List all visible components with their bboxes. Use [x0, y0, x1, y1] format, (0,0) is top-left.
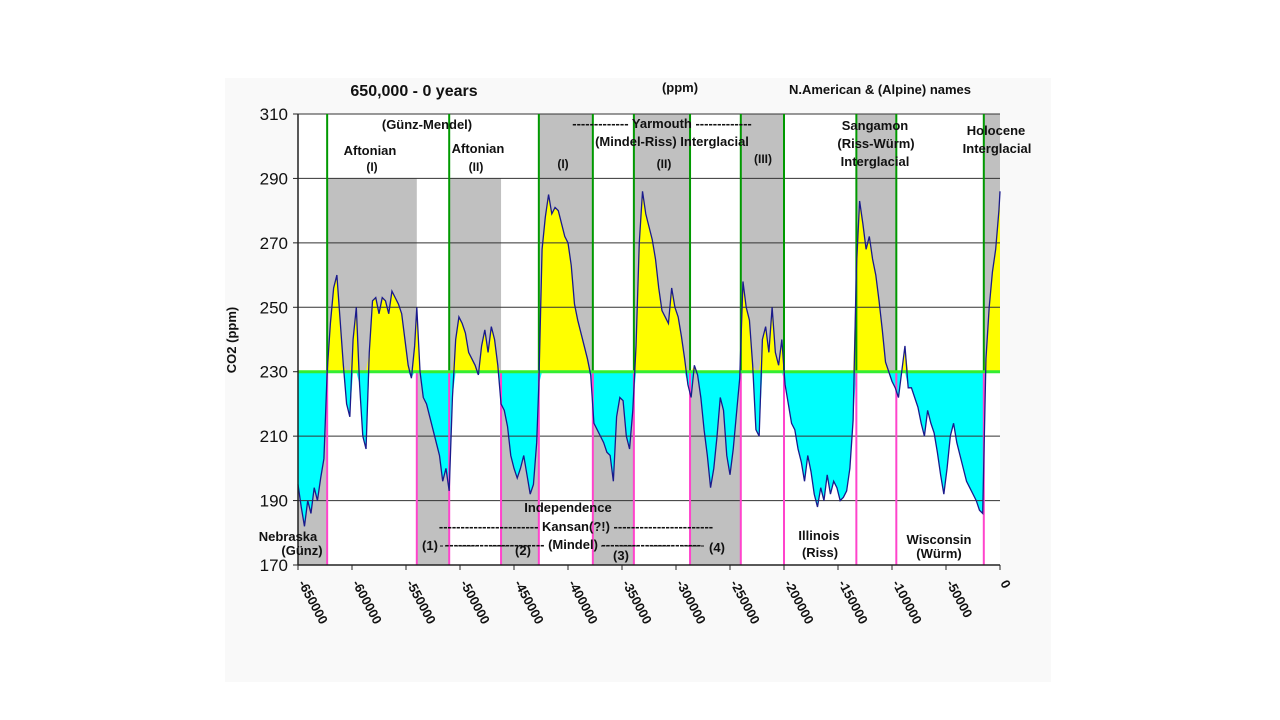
annotation-kansan: ----------------------- Kansan(?!) -----… [439, 519, 713, 534]
x-tick-label--650000: -650000 [295, 577, 331, 626]
grid-layer [298, 113, 1000, 566]
annotation-kansan-3: (3) [613, 548, 629, 563]
annotation-sangamon-interglacial: Interglacial [841, 154, 910, 169]
x-tick-label--100000: -100000 [889, 577, 925, 626]
x-tick-label--400000: -400000 [565, 577, 601, 626]
annotation-gunz: (Günz) [281, 543, 322, 558]
co2-series-line [297, 191, 1001, 527]
annotation-aftonian-1-num: (I) [366, 160, 377, 174]
x-tick-label--500000: -500000 [457, 577, 493, 626]
x-tick-label--200000: -200000 [781, 577, 817, 626]
y-tick-label-250: 250 [260, 298, 288, 317]
annotation-sangamon: Sangamon [842, 118, 909, 133]
annotation-aftonian-2-num: (II) [469, 160, 484, 174]
x-tick-label--50000: -50000 [943, 577, 975, 620]
annotation-aftonian-2: Aftonian [452, 141, 505, 156]
fill-layer [298, 191, 1000, 527]
y-axis-label: CO2 (ppm) [224, 307, 239, 373]
header-ppm: (ppm) [662, 80, 698, 95]
x-tick-label--150000: -150000 [835, 577, 871, 626]
y-tick-label-310: 310 [260, 105, 288, 124]
annotation-independence: Independence [524, 500, 611, 515]
annotation-wisconsin: Wisconsin [907, 532, 972, 547]
annotation-nebraska: Nebraska [259, 529, 318, 544]
annotation-yarmouth-ii: (II) [657, 157, 672, 171]
area-below-baseline [298, 371, 1000, 527]
boundary-layer [298, 114, 1000, 565]
x-tick-label-0: 0 [997, 577, 1014, 590]
y-tick-label-210: 210 [260, 427, 288, 446]
y-tick-label-170: 170 [260, 556, 288, 575]
y-tick-label-270: 270 [260, 234, 288, 253]
annotation-kansan-4: (4) [709, 540, 725, 555]
annotation-illinois: Illinois [798, 528, 839, 543]
x-tick-label--450000: -450000 [511, 577, 547, 626]
x-tick-label--250000: -250000 [727, 577, 763, 626]
annotation-mindel-riss: (Mindel-Riss) Interglacial [595, 134, 749, 149]
y-tick-label-290: 290 [260, 169, 288, 188]
annotation-holocene-interglacial: Interglacial [963, 141, 1032, 156]
annotation-yarmouth: ------------- Yarmouth ------------- [572, 116, 752, 131]
x-tick-label--350000: -350000 [619, 577, 655, 626]
annotation-mindel: ----------------------- (Mindel) -------… [445, 537, 701, 552]
annotation-gunz-mendel: (Günz-Mendel) [382, 117, 472, 132]
annotation-kansan-1: (1) [422, 538, 438, 553]
annotation-holocene: Holocene [967, 123, 1026, 138]
x-tick-label--550000: -550000 [403, 577, 439, 626]
x-tick-label--300000: -300000 [673, 577, 709, 626]
area-above-baseline [298, 191, 1000, 372]
header-names: N.American & (Alpine) names [789, 82, 971, 97]
annotation-riss: (Riss) [802, 545, 838, 560]
y-tick-label-190: 190 [260, 492, 288, 511]
chart-title: 650,000 - 0 years [350, 83, 477, 100]
annotation-yarmouth-iii: (III) [754, 152, 772, 166]
x-tick-label--600000: -600000 [349, 577, 385, 626]
annotation-wurm: (Würm) [916, 546, 962, 561]
annotation-kansan-2: (2) [515, 543, 531, 558]
y-tick-label-230: 230 [260, 363, 288, 382]
annotation-yarmouth-i: (I) [557, 157, 568, 171]
annotation-riss-wurm: (Riss-Würm) [837, 136, 914, 151]
annotation-aftonian-1: Aftonian [344, 143, 397, 158]
line-layer [297, 191, 1001, 527]
